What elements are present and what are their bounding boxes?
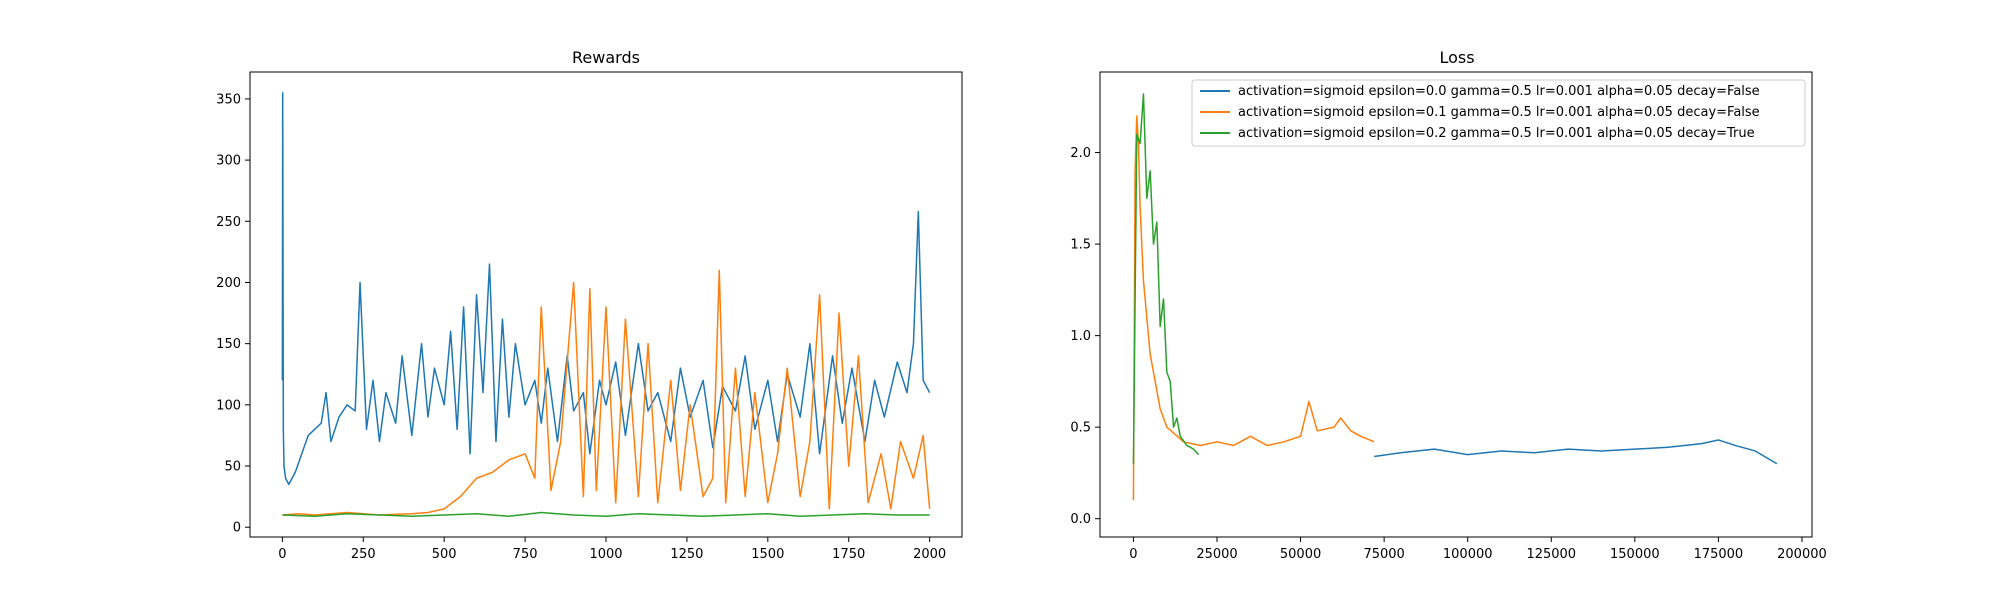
y-tick-label: 0.5 bbox=[1070, 421, 1091, 436]
y-tick-label: 100 bbox=[216, 398, 241, 413]
loss-series-line-0 bbox=[1373, 439, 1778, 465]
y-tick-label: 1.5 bbox=[1070, 238, 1091, 253]
x-tick-label: 200000 bbox=[1777, 547, 1827, 562]
x-tick-label: 25000 bbox=[1196, 547, 1237, 562]
legend-label-2: activation=sigmoid epsilon=0.2 gamma=0.5… bbox=[1238, 126, 1755, 141]
y-tick-label: 0.0 bbox=[1070, 512, 1091, 527]
loss-plot-area bbox=[1099, 71, 1813, 538]
rewards-series-group bbox=[281, 92, 931, 517]
loss-series-group bbox=[1132, 93, 1778, 501]
x-tick-label: 50000 bbox=[1280, 547, 1321, 562]
x-tick-label: 1000 bbox=[589, 547, 622, 562]
loss-series-line-1 bbox=[1132, 115, 1375, 501]
x-tick-label: 75000 bbox=[1363, 547, 1404, 562]
y-tick-label: 2.0 bbox=[1070, 146, 1091, 161]
x-tick-label: 1250 bbox=[670, 547, 703, 562]
rewards-background bbox=[250, 72, 962, 537]
x-tick-label: 125000 bbox=[1526, 547, 1576, 562]
y-tick-label: 350 bbox=[216, 92, 241, 107]
legend-label-1: activation=sigmoid epsilon=0.1 gamma=0.5… bbox=[1238, 105, 1760, 120]
loss-background bbox=[1100, 72, 1812, 537]
y-tick-label: 250 bbox=[216, 215, 241, 230]
loss-panel: Loss 0 25000 50000 75000 100000 125000 150000 1… bbox=[1070, 48, 1826, 562]
loss-series-line-2 bbox=[1132, 93, 1200, 464]
x-tick-label: 1500 bbox=[751, 547, 784, 562]
x-tick-label: 0 bbox=[1129, 547, 1137, 562]
x-tick-label: 250 bbox=[351, 547, 376, 562]
x-tick-label: 500 bbox=[432, 547, 457, 562]
legend-label-0: activation=sigmoid epsilon=0.0 gamma=0.5… bbox=[1238, 84, 1760, 99]
x-tick-label: 750 bbox=[513, 547, 538, 562]
x-tick-label: 175000 bbox=[1694, 547, 1744, 562]
loss-x-ticks: 0 25000 50000 75000 100000 125000 150000 175000… bbox=[1129, 537, 1827, 562]
y-tick-label: 0 bbox=[233, 521, 241, 536]
legend-box bbox=[1191, 79, 1806, 147]
y-tick-label: 200 bbox=[216, 276, 241, 291]
y-tick-label: 150 bbox=[216, 337, 241, 352]
rewards-y-ticks: 0 50 100 150 200 250 300 350 bbox=[216, 92, 250, 536]
x-tick-label: 0 bbox=[278, 547, 286, 562]
y-tick-label: 50 bbox=[224, 460, 241, 475]
x-tick-label: 1750 bbox=[832, 547, 865, 562]
loss-y-ticks: 0.0 0.5 1.0 1.5 2.0 bbox=[1070, 146, 1100, 527]
rewards-panel: Rewards 0 250 500 750 1000 1250 1500 1750 2000 0… bbox=[216, 48, 963, 562]
y-tick-label: 300 bbox=[216, 154, 241, 169]
x-tick-label: 2000 bbox=[913, 547, 946, 562]
rewards-x-ticks: 0 250 500 750 1000 1250 1500 1750 2000 bbox=[278, 537, 946, 562]
loss-axes-frame bbox=[1099, 71, 1813, 538]
rewards-plot-area bbox=[249, 71, 963, 538]
rewards-title: Rewards bbox=[572, 48, 640, 67]
rewards-series-line-2 bbox=[282, 511, 930, 517]
rewards-series-line-1 bbox=[282, 269, 931, 516]
x-tick-label: 100000 bbox=[1443, 547, 1493, 562]
loss-title: Loss bbox=[1439, 48, 1474, 67]
y-tick-label: 1.0 bbox=[1070, 329, 1091, 344]
loss-legend: activation=sigmoid epsilon=0.0 gamma=0.5… bbox=[1191, 79, 1806, 147]
x-tick-label: 150000 bbox=[1610, 547, 1660, 562]
